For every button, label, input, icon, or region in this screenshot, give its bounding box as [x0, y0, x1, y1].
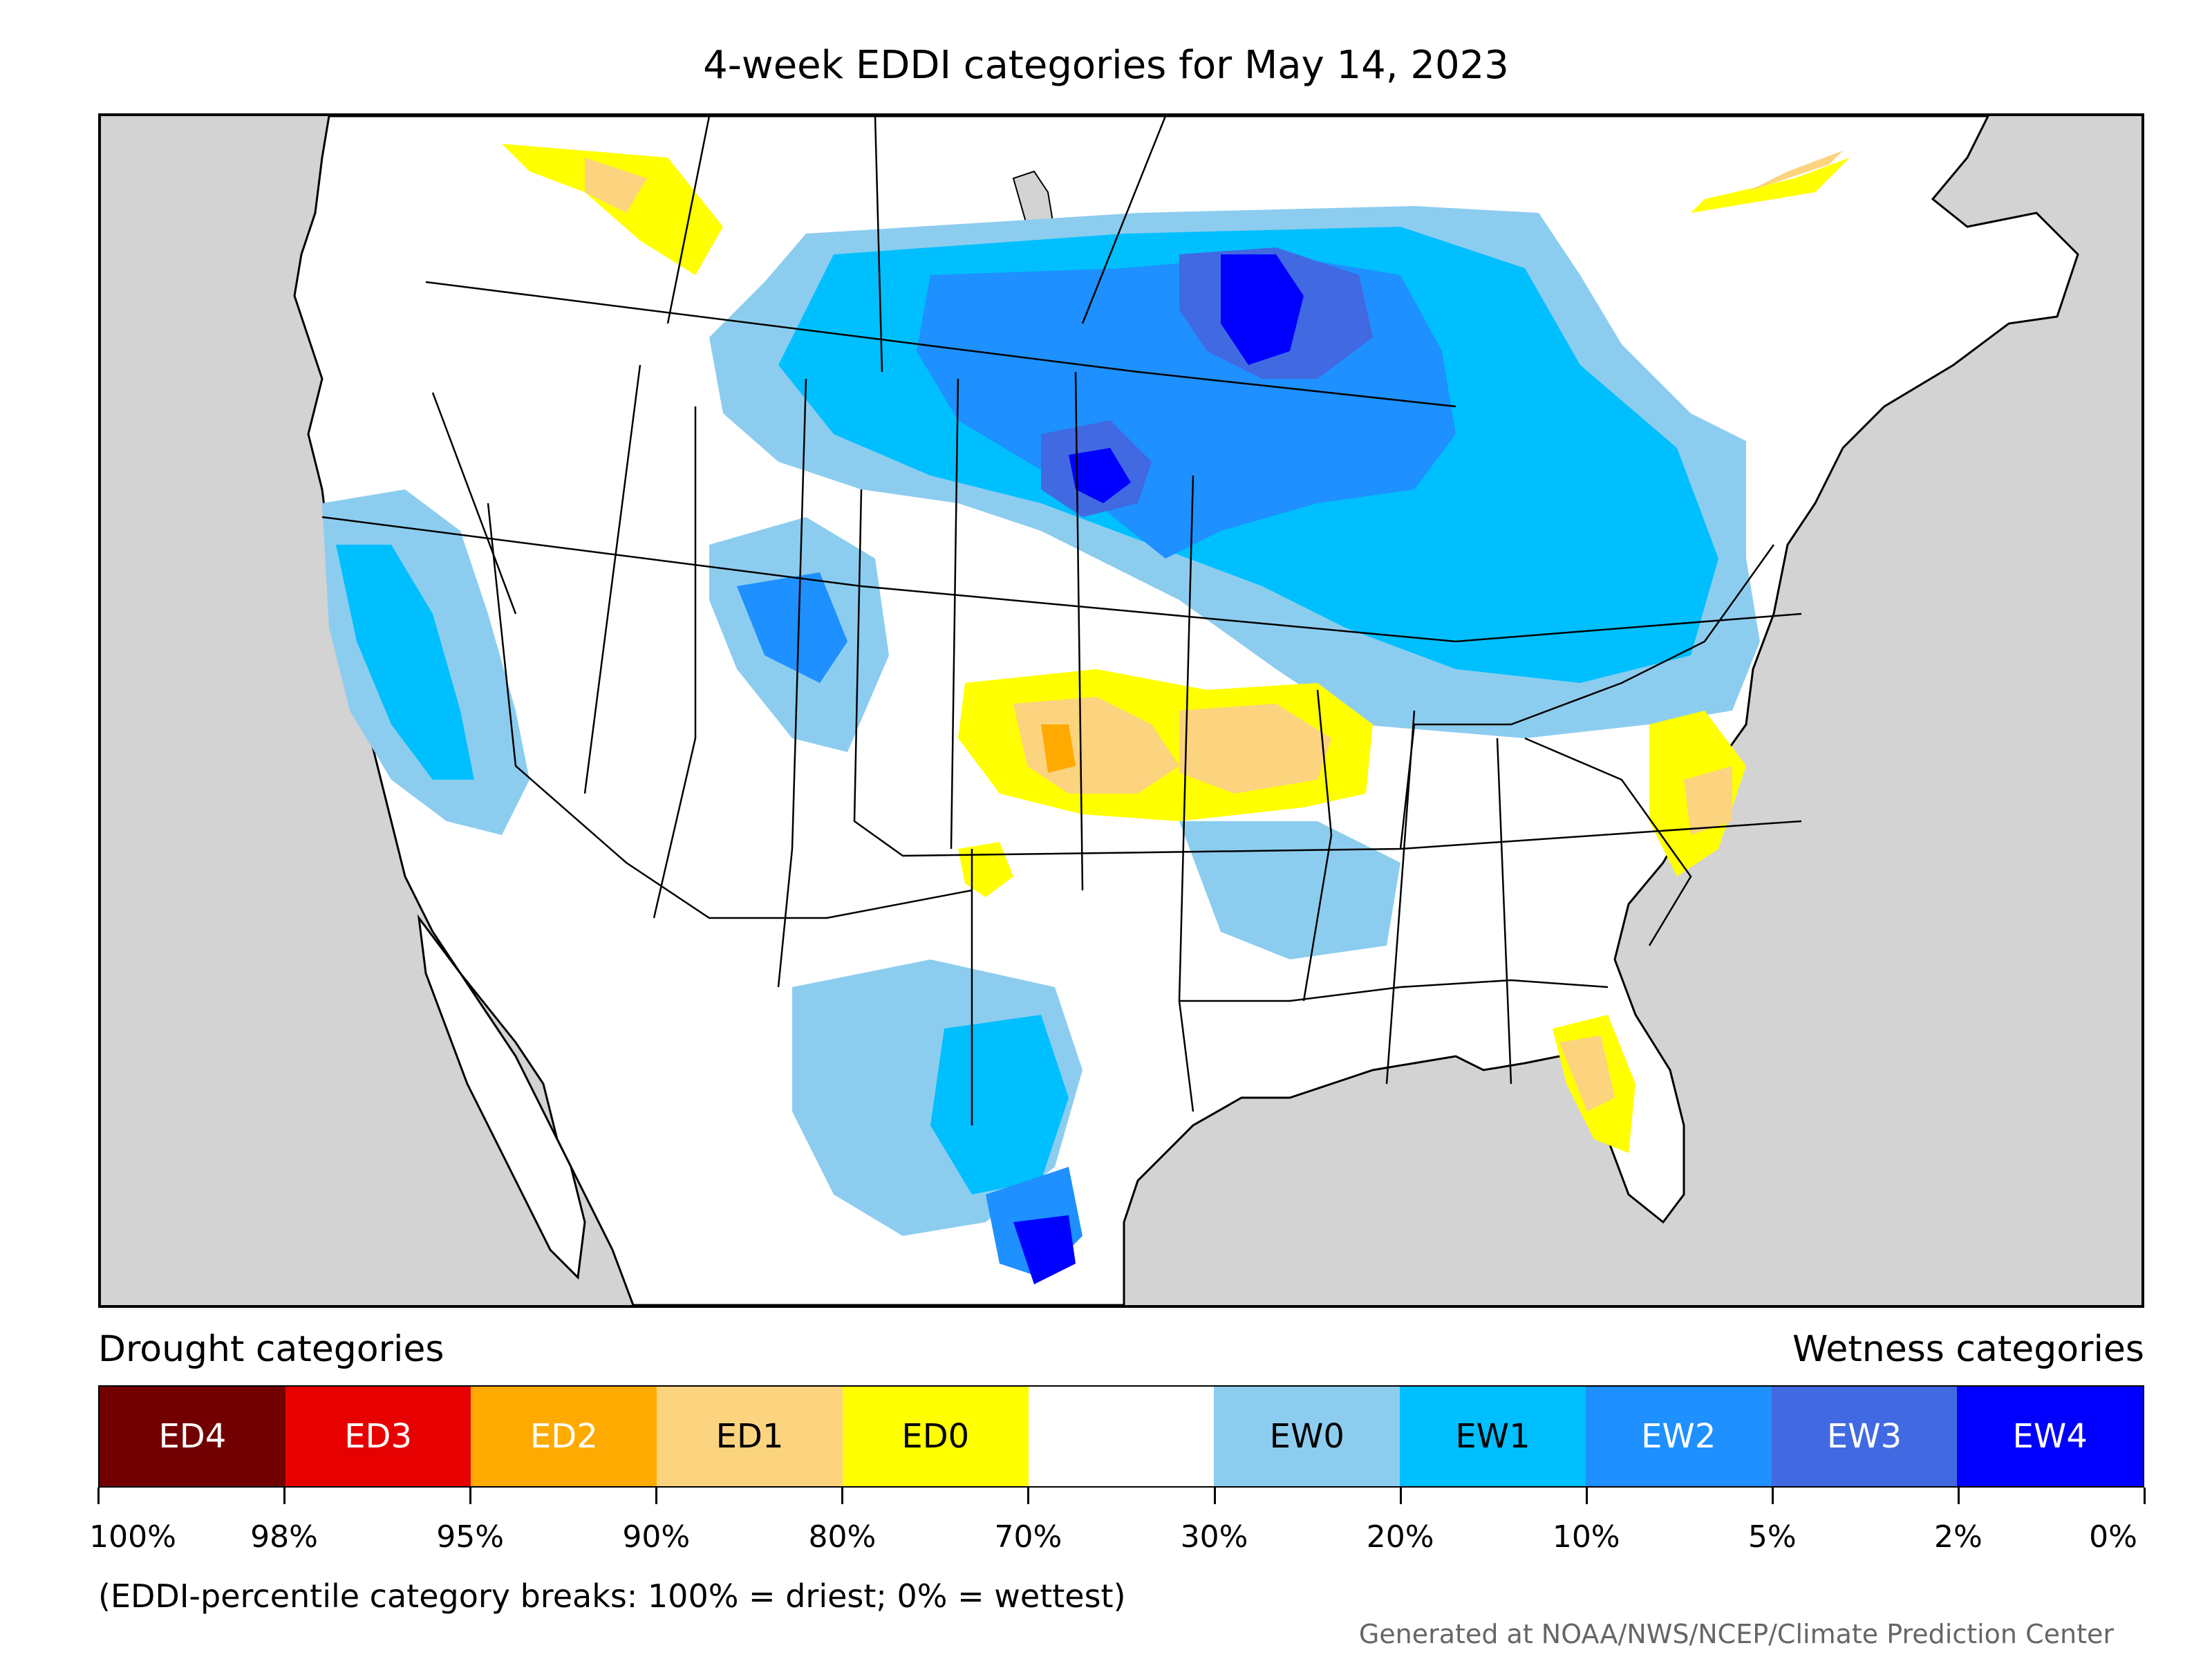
colorbar-tick-label: 2%: [1934, 1519, 1983, 1555]
colorbar-tick: [655, 1488, 658, 1504]
map-canvas: [293, 116, 2079, 1305]
colorbar-segment: ED3: [285, 1387, 471, 1486]
colorbar-tick-label: 100%: [89, 1519, 176, 1555]
colorbar-tick: [1957, 1488, 1960, 1504]
wetness-heading: Wetness categories: [1792, 1329, 2144, 1370]
category-note: (EDDI-percentile category breaks: 100% =…: [98, 1577, 1126, 1615]
colorbar-segment: EW3: [1771, 1387, 1958, 1486]
colorbar-segment: EW4: [1957, 1387, 2144, 1486]
colorbar-segment: EW2: [1585, 1387, 1772, 1486]
colorbar-tick-label: 70%: [994, 1519, 1062, 1555]
colorbar-tick-label: 10%: [1552, 1519, 1620, 1555]
colorbar-tick-label: 95%: [436, 1519, 505, 1555]
category-colorbar: ED4 ED3 ED2 ED1 ED0 EW0 EW1 EW2 EW3 EW4: [98, 1385, 2144, 1488]
colorbar-tick-label: 98%: [250, 1519, 318, 1555]
colorbar-ticks: [97, 1488, 2146, 1515]
colorbar-tick: [97, 1488, 100, 1504]
drought-regions: [502, 144, 1850, 1153]
colorbar-segment: ED2: [471, 1387, 657, 1486]
colorbar-segment: ED0: [842, 1387, 1029, 1486]
colorbar-tick-label: 20%: [1366, 1519, 1434, 1555]
political-borders: [321, 116, 1802, 1125]
credit-line: Generated at NOAA/NWS/NCEP/Climate Predi…: [1358, 1619, 2114, 1649]
colorbar-tick: [1585, 1488, 1588, 1504]
land-baja: [417, 914, 586, 1280]
colorbar-tick: [841, 1488, 844, 1504]
eddi-map: [98, 113, 2144, 1308]
colorbar-tick: [1771, 1488, 1774, 1504]
colorbar-tick: [2144, 1488, 2146, 1504]
colorbar-tick-label: 30%: [1180, 1519, 1248, 1555]
colorbar-tick-label: 90%: [622, 1519, 691, 1555]
colorbar-tick-label: 5%: [1747, 1519, 1797, 1555]
colorbar-tick-label: 0%: [2089, 1519, 2137, 1555]
colorbar-tick-label: 80%: [808, 1519, 877, 1555]
colorbar-tick: [1027, 1488, 1030, 1504]
wetness-regions: [322, 206, 1760, 1284]
colorbar-tick: [1399, 1488, 1402, 1504]
map-title: 4-week EDDI categories for May 14, 2023: [703, 43, 1509, 88]
colorbar-segment: [1028, 1387, 1215, 1486]
colorbar-tick: [469, 1488, 472, 1504]
colorbar-segment: EW0: [1214, 1387, 1400, 1486]
colorbar-tick: [1213, 1488, 1216, 1504]
colorbar-segment: EW1: [1400, 1387, 1586, 1486]
colorbar-tick: [283, 1488, 286, 1504]
colorbar-segment: ED1: [657, 1387, 843, 1486]
colorbar-segment: ED4: [100, 1387, 285, 1486]
drought-heading: Drought categories: [98, 1329, 444, 1370]
